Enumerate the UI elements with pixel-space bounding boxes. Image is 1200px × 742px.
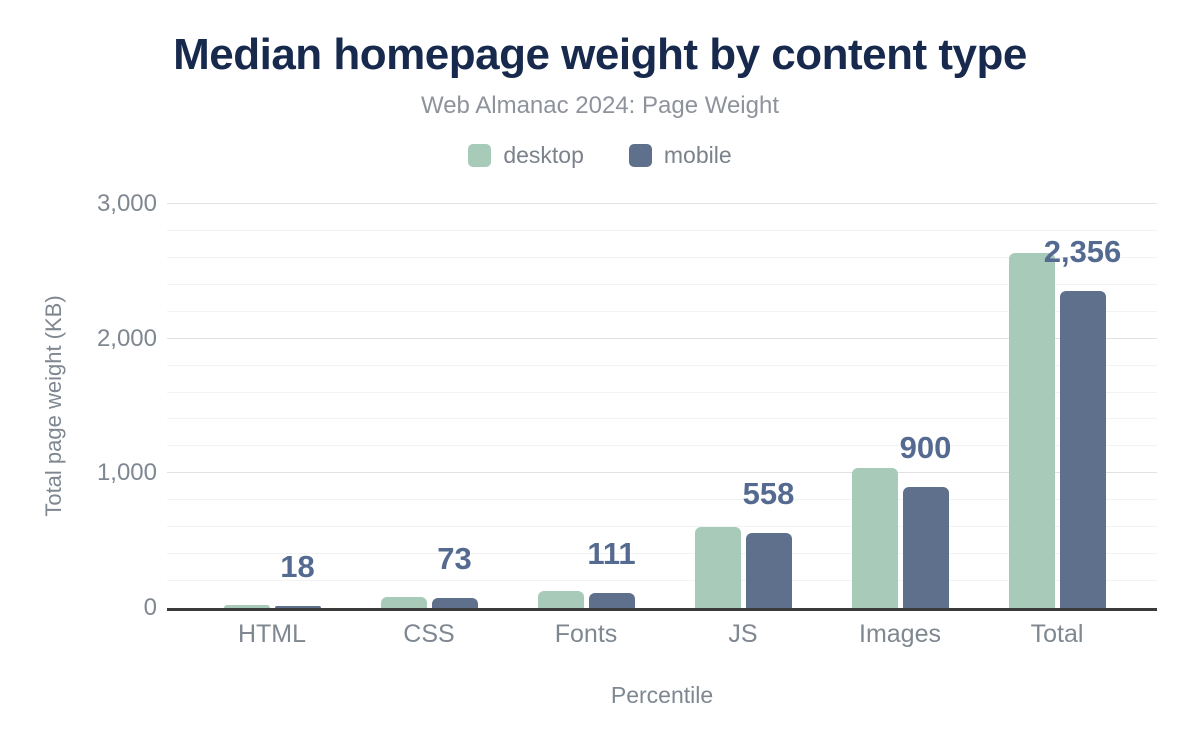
value-label-fonts: 111 — [587, 536, 636, 572]
x-axis-category-label-js: JS — [728, 620, 758, 648]
x-axis-category-label-fonts: Fonts — [554, 620, 618, 648]
bar-desktop-total[interactable] — [1008, 253, 1055, 608]
legend-swatch-desktop — [468, 144, 492, 167]
y-axis-tick-label: 3,000 — [96, 190, 157, 217]
gridline-major — [167, 203, 1157, 204]
gridline-minor — [167, 256, 1157, 258]
x-axis-category-label-images: Images — [859, 620, 941, 648]
bar-group-images: 900 — [822, 180, 979, 608]
gridline-minor — [167, 310, 1157, 312]
value-label-js: 558 — [742, 475, 795, 511]
x-axis-category-label-css: CSS — [403, 620, 455, 648]
bar-group-total: 2,356 — [979, 180, 1136, 608]
gridline-minor — [167, 418, 1157, 420]
gridline-minor — [167, 580, 1157, 582]
bar-desktop-css[interactable] — [380, 596, 427, 608]
bar-mobile-images[interactable] — [902, 486, 949, 608]
bar-group-html: 18 — [194, 180, 351, 608]
y-axis-tick-label: 0 — [143, 594, 157, 621]
bar-group-js: 558 — [665, 180, 822, 608]
gridline-minor — [167, 526, 1157, 528]
value-label-total: 2,356 — [1043, 233, 1122, 269]
gridline-major — [167, 472, 1157, 474]
gridline-minor — [167, 445, 1157, 447]
legend-swatch-mobile — [628, 144, 652, 167]
bar-mobile-total[interactable] — [1059, 290, 1106, 608]
value-label-html: 18 — [280, 548, 315, 584]
gridline-major — [167, 337, 1157, 339]
bar-mobile-css[interactable] — [431, 598, 478, 608]
gridline-minor — [167, 391, 1157, 393]
bar-desktop-images[interactable] — [851, 468, 898, 608]
plot-area: 18 73 111 558 900 2,356 — [167, 180, 1157, 611]
bar-desktop-html[interactable] — [223, 605, 270, 608]
bar-desktop-js[interactable] — [694, 526, 741, 608]
bar-desktop-fonts[interactable] — [537, 590, 584, 608]
y-axis-tick-label: 1,000 — [96, 459, 157, 487]
gridline-minor — [167, 364, 1157, 366]
legend-item-mobile[interactable]: mobile — [628, 142, 732, 169]
chart-title: Median homepage weight by content type — [173, 30, 1027, 79]
bar-mobile-html[interactable] — [274, 605, 321, 608]
bar-mobile-fonts[interactable] — [588, 593, 635, 608]
gridline-minor — [167, 499, 1157, 501]
value-label-css: 73 — [437, 541, 472, 577]
gridline-minor — [167, 553, 1157, 555]
value-label-images: 900 — [899, 429, 952, 465]
x-axis-title: Percentile — [610, 682, 714, 708]
legend-label: desktop — [503, 142, 584, 168]
legend-label: mobile — [663, 142, 732, 168]
bar-group-fonts: 111 — [508, 180, 665, 608]
y-axis-tick-label: 2,000 — [96, 324, 157, 352]
x-axis-category-label-total: Total — [1030, 620, 1084, 648]
gridline-minor — [167, 283, 1157, 285]
bar-mobile-js[interactable] — [745, 532, 792, 608]
legend-item-desktop[interactable]: desktop — [468, 142, 584, 169]
gridline-minor — [167, 229, 1157, 231]
bar-group-css: 73 — [351, 180, 508, 608]
legend: desktop mobile — [0, 142, 1200, 169]
chart-subtitle: Web Almanac 2024: Page Weight — [420, 92, 779, 119]
x-axis-category-label-html: HTML — [237, 620, 307, 648]
y-axis: 0 1,000 2,000 3,000 — [0, 180, 157, 621]
x-axis: HTML CSS Fonts JS Images Total — [167, 620, 1157, 650]
